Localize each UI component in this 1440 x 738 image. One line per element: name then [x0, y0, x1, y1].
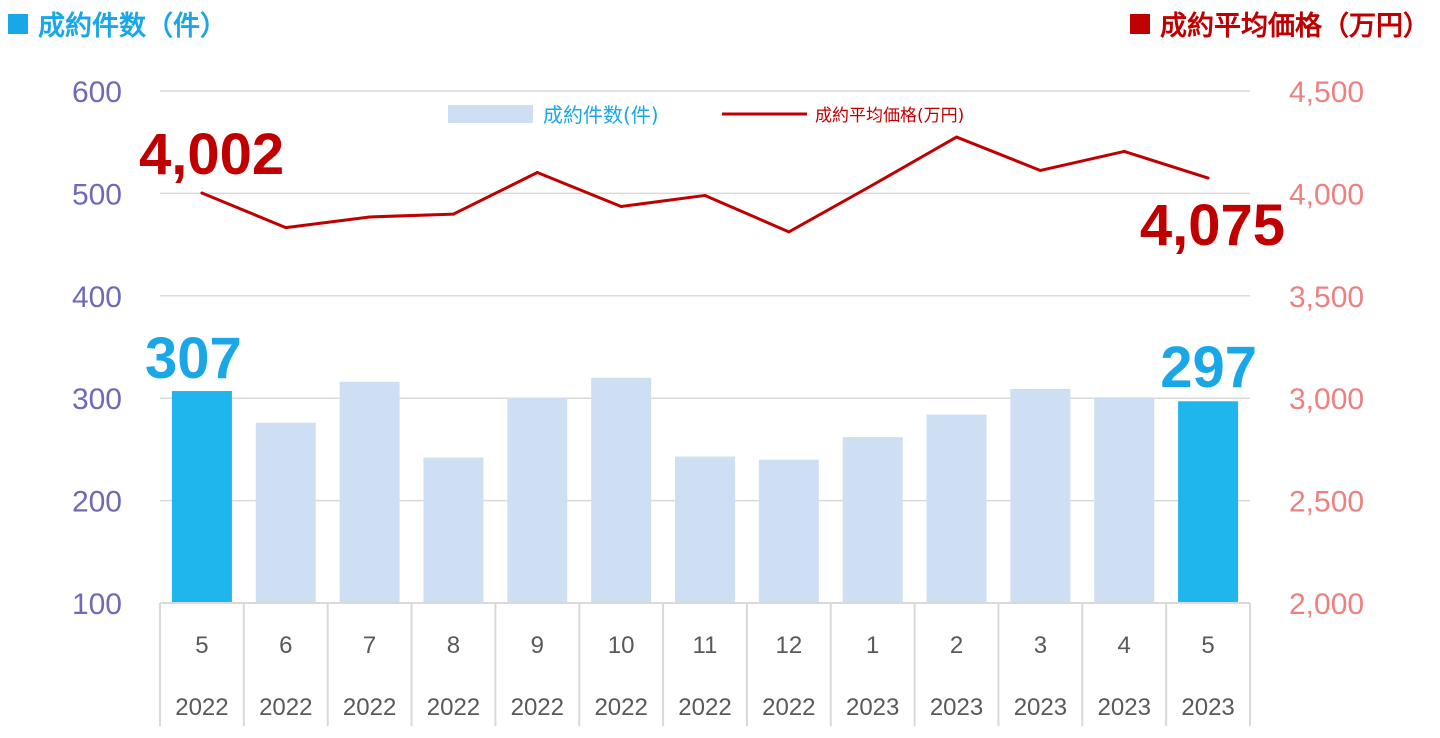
right-axis-tick: 2,500: [1289, 486, 1364, 519]
price-point: [703, 193, 707, 197]
price-point: [1206, 176, 1210, 180]
annotations: 4,002 4,075 307 297: [139, 122, 1285, 400]
x-tick-month: 4: [1118, 632, 1131, 659]
price-line: [201, 135, 1209, 234]
x-tick-year: 2022: [427, 694, 480, 721]
left-axis-tick: 400: [72, 281, 122, 314]
legend-bar-swatch: [448, 105, 533, 123]
bar: [675, 456, 735, 603]
left-axis-tick: 600: [72, 76, 122, 109]
x-tick-month: 11: [693, 632, 718, 659]
count-legend-square-icon: [8, 13, 28, 34]
x-tick-month: 1: [866, 632, 879, 659]
bar: [339, 381, 400, 603]
bar: [171, 391, 232, 603]
right-axis-title: 成約平均価格（万円）: [1160, 11, 1430, 42]
x-axis: 5202262022720228202292022102022112022122…: [159, 602, 1251, 726]
right-axis: 2,000 2,500 3,000 3,500 4,000 4,500: [1289, 76, 1364, 621]
x-tick-month: 5: [1201, 632, 1214, 659]
x-tick-year: 2022: [343, 694, 396, 721]
price-point: [1038, 168, 1042, 172]
x-tick-year: 2023: [1098, 694, 1151, 721]
right-axis-header: 成約平均価格（万円）: [1130, 4, 1430, 43]
x-tick-month: 3: [1034, 632, 1047, 659]
price-point: [871, 183, 875, 187]
x-tick-year: 2022: [594, 694, 647, 721]
price-point: [200, 191, 204, 195]
price-point: [451, 212, 455, 216]
x-tick-year: 2022: [259, 694, 312, 721]
x-tick-month: 6: [279, 632, 292, 659]
price-point: [955, 135, 959, 139]
price-point: [535, 171, 539, 175]
x-tick-year: 2023: [1014, 694, 1067, 721]
bar: [591, 377, 652, 603]
right-axis-tick: 3,000: [1289, 383, 1364, 416]
bar: [1010, 388, 1071, 603]
legend-bar-label: 成約件数(件): [543, 103, 659, 127]
left-axis-tick: 500: [72, 178, 122, 211]
last-count-label: 297: [1160, 335, 1257, 400]
last-price-label: 4,075: [1140, 193, 1285, 258]
x-tick-month: 7: [363, 632, 376, 659]
x-tick-year: 2023: [1181, 694, 1234, 721]
first-count-label: 307: [145, 326, 242, 391]
left-axis: 100 200 300 400 500 600: [72, 76, 122, 621]
legend-line-label: 成約平均価格(万円): [815, 106, 964, 126]
price-point: [619, 205, 623, 209]
right-axis-tick: 3,500: [1289, 281, 1364, 314]
bar: [507, 398, 568, 603]
gridlines: [160, 90, 1250, 502]
right-axis-tick: 4,000: [1289, 178, 1364, 211]
x-tick-month: 8: [447, 632, 460, 659]
first-price-label: 4,002: [139, 122, 284, 187]
bar: [1094, 397, 1155, 603]
right-axis-tick: 2,000: [1289, 588, 1364, 621]
legend: 成約件数(件) 成約平均価格(万円): [448, 103, 964, 127]
x-tick-month: 10: [608, 632, 635, 659]
bar: [926, 414, 987, 603]
x-tick-year: 2023: [930, 694, 983, 721]
x-tick-year: 2022: [175, 694, 228, 721]
price-legend-square-icon: [1130, 13, 1150, 34]
x-tick-year: 2022: [762, 694, 815, 721]
line-series: [200, 135, 1210, 234]
x-tick-month: 12: [775, 632, 802, 659]
bar: [255, 422, 316, 603]
right-axis-tick: 4,500: [1289, 76, 1364, 109]
bar: [842, 437, 903, 603]
bar: [423, 457, 484, 603]
x-tick-month: 9: [531, 632, 544, 659]
left-axis-tick: 300: [72, 383, 122, 416]
x-tick-month: 2: [950, 632, 963, 659]
price-point: [787, 230, 791, 234]
bar: [758, 459, 819, 603]
left-axis-tick: 200: [72, 486, 122, 519]
left-axis-tick: 100: [72, 588, 122, 621]
x-tick-year: 2023: [846, 694, 899, 721]
price-point: [284, 226, 288, 230]
left-axis-header: 成約件数（件）: [8, 4, 227, 43]
x-tick-year: 2022: [678, 694, 731, 721]
x-tick-year: 2022: [511, 694, 564, 721]
bar: [1178, 401, 1239, 603]
left-axis-title: 成約件数（件）: [38, 11, 227, 42]
price-point: [368, 215, 372, 219]
price-point: [1122, 149, 1126, 153]
bar-series: [171, 377, 1239, 603]
x-tick-month: 5: [195, 632, 208, 659]
